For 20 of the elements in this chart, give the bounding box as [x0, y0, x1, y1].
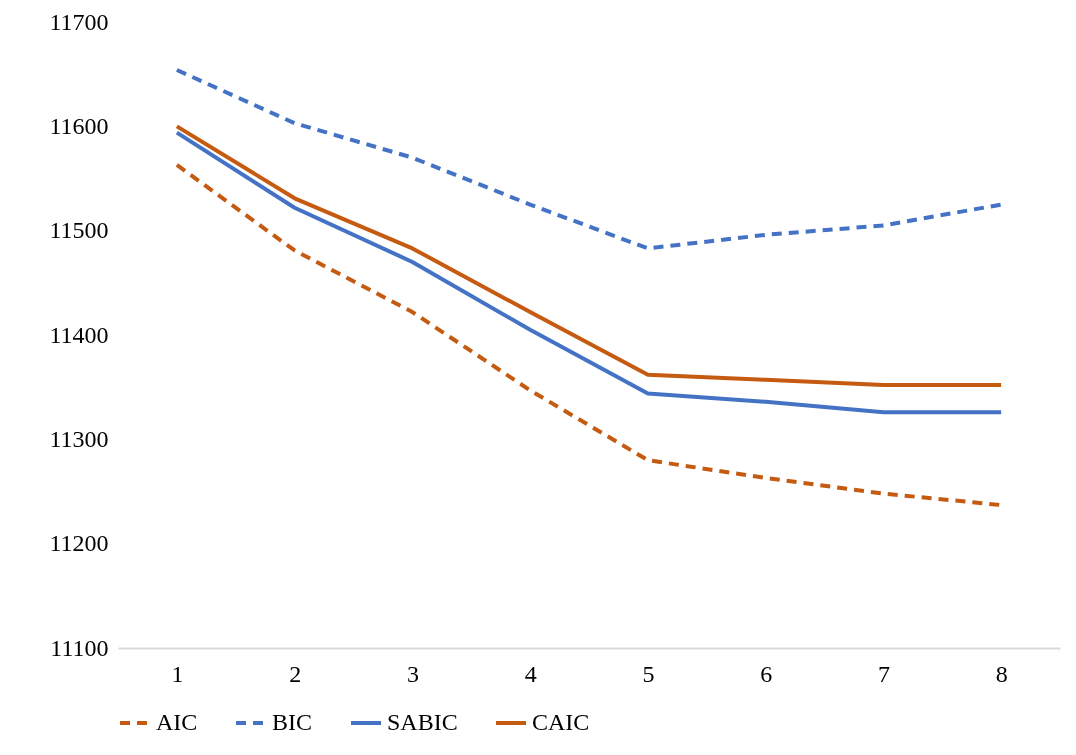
y-tick-label: 11500 [49, 217, 109, 244]
x-tick-label: 4 [524, 660, 537, 687]
y-tick-label: 11700 [49, 8, 109, 35]
line-series [174, 67, 1004, 251]
x-tick-label: 5 [642, 660, 655, 687]
x-tick-label: 3 [406, 660, 419, 687]
x-tick-label: 7 [877, 660, 890, 687]
y-tick-label: 11100 [50, 634, 109, 661]
x-tick-label: 8 [995, 660, 1008, 687]
x-tick-label: 6 [760, 660, 773, 687]
legend-label: CAIC [532, 709, 590, 735]
legend-label: BIC [272, 709, 313, 735]
y-tick-label: 11600 [49, 112, 109, 139]
y-tick-label: 11400 [49, 321, 109, 348]
y-tick-label: 11300 [49, 425, 109, 452]
legend-label: SABIC [387, 709, 458, 735]
x-tick-label: 1 [171, 660, 184, 687]
y-tick-label: 11200 [49, 530, 109, 557]
legend-label: AIC [156, 709, 198, 735]
x-tick-label: 2 [289, 660, 302, 687]
